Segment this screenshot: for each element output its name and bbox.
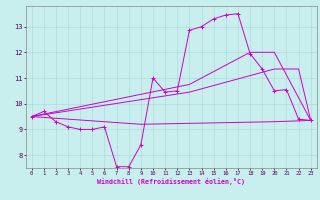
- X-axis label: Windchill (Refroidissement éolien,°C): Windchill (Refroidissement éolien,°C): [97, 178, 245, 185]
